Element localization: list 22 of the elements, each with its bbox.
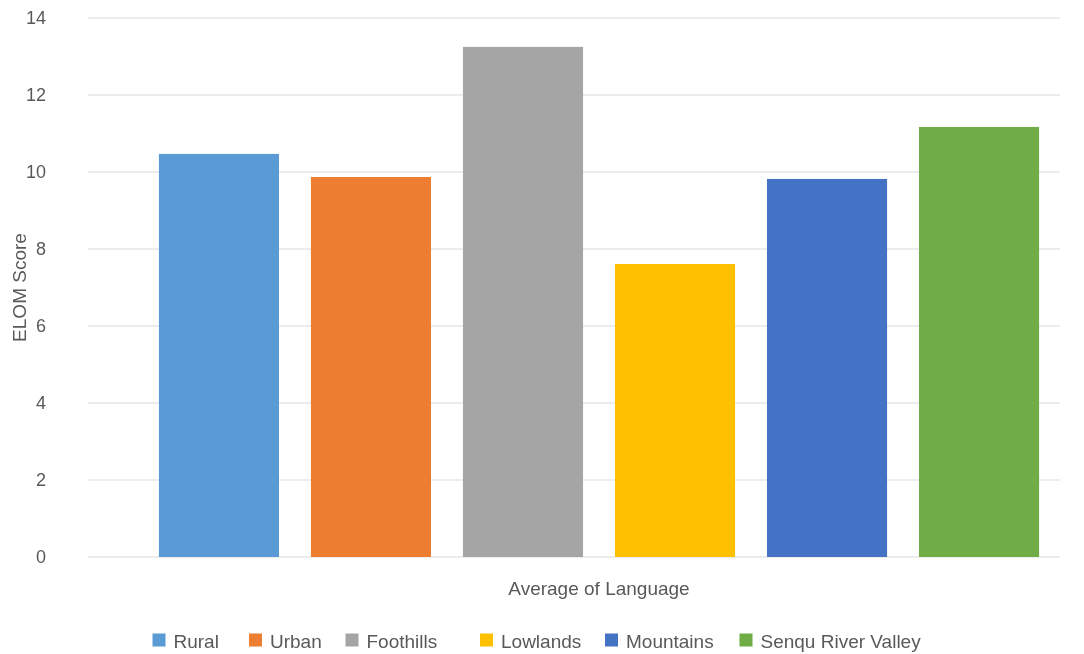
bar (614, 264, 736, 557)
legend-label: Lowlands (501, 630, 582, 652)
legend-label: Mountains (626, 630, 714, 652)
y-tick-label: 6 (35, 316, 46, 337)
bar (766, 178, 888, 557)
bar (919, 126, 1040, 557)
y-tick-label: 14 (25, 8, 46, 29)
bar (158, 153, 279, 557)
y-tick-label: 2 (35, 470, 46, 491)
bar (462, 46, 584, 557)
bar (310, 177, 432, 557)
y-axis-title: ELOM Score (9, 233, 30, 342)
legend-label: Rural (173, 630, 219, 652)
y-tick-label: 12 (25, 85, 46, 106)
legend-label: Foothills (366, 630, 438, 652)
legend-label: Senqu River Valley (760, 630, 922, 652)
y-tick-label: 8 (35, 239, 46, 260)
legend-label: Urban (270, 630, 322, 652)
x-tick-label: Average of Language (508, 578, 690, 599)
y-tick-label: 0 (35, 547, 46, 568)
y-tick-label: 10 (25, 162, 46, 183)
y-tick-label: 4 (35, 393, 46, 414)
